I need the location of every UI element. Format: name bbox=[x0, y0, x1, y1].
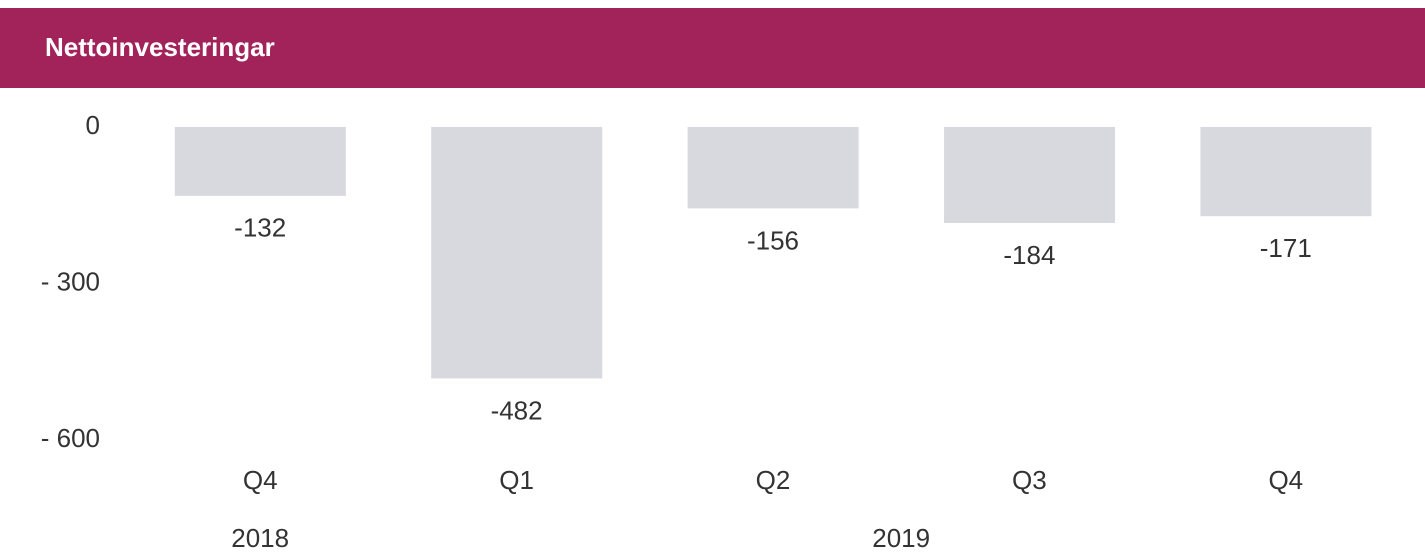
y-tick-label: 0 bbox=[86, 110, 100, 140]
x-tick-label: Q4 bbox=[243, 465, 278, 495]
y-tick-label: - 600 bbox=[41, 423, 100, 453]
group-label: 2019 bbox=[872, 523, 930, 553]
bar bbox=[174, 127, 346, 196]
x-tick-label: Q4 bbox=[1268, 465, 1303, 495]
x-tick-label: Q2 bbox=[756, 465, 791, 495]
group-label: 2018 bbox=[231, 523, 289, 553]
y-tick-label: - 300 bbox=[41, 266, 100, 296]
bar bbox=[687, 127, 859, 209]
bar bbox=[944, 127, 1116, 223]
chart-title: Nettoinvesteringar bbox=[45, 32, 275, 62]
data-label: -156 bbox=[747, 225, 799, 255]
header-bar bbox=[0, 8, 1425, 88]
x-tick-label: Q1 bbox=[499, 465, 534, 495]
data-label: -482 bbox=[491, 395, 543, 425]
data-label: -132 bbox=[234, 213, 286, 243]
bar bbox=[1200, 127, 1372, 217]
bar bbox=[431, 127, 603, 379]
x-tick-label: Q3 bbox=[1012, 465, 1047, 495]
data-label: -184 bbox=[1003, 240, 1055, 270]
data-label: -171 bbox=[1260, 233, 1312, 263]
